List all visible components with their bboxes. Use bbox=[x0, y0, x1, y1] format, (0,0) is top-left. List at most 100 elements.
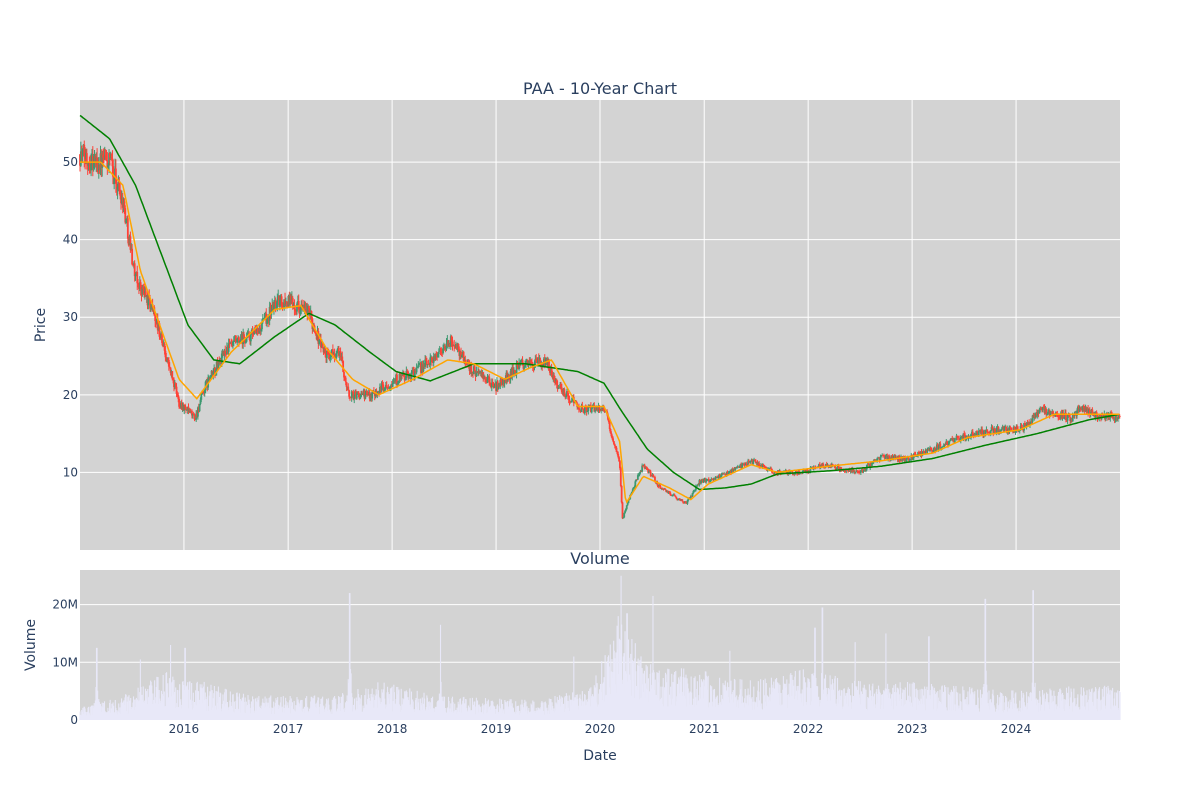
candle-down bbox=[724, 473, 726, 475]
volume-bar bbox=[554, 696, 556, 720]
date-x-tick-label: 2020 bbox=[585, 722, 616, 736]
volume-bar bbox=[880, 694, 882, 720]
candle-up bbox=[695, 485, 698, 487]
volume-bar bbox=[1025, 710, 1027, 720]
volume-bar bbox=[1105, 687, 1107, 720]
volume-bar bbox=[1100, 700, 1102, 720]
volume-bar bbox=[596, 683, 598, 720]
volume-bar bbox=[663, 687, 665, 720]
volume-bar bbox=[1003, 712, 1005, 720]
volume-bar bbox=[501, 713, 503, 720]
candle-down bbox=[647, 468, 650, 473]
volume-bar bbox=[819, 703, 821, 720]
volume-bar bbox=[443, 696, 445, 720]
volume-bar bbox=[502, 710, 504, 720]
volume-bar bbox=[81, 709, 83, 720]
volume-bar bbox=[385, 704, 387, 720]
volume-bar bbox=[524, 711, 526, 720]
volume-bar bbox=[1083, 691, 1085, 720]
volume-bar bbox=[660, 697, 663, 720]
candle-down bbox=[1064, 412, 1067, 420]
volume-bar bbox=[562, 704, 564, 720]
volume-bar bbox=[1035, 699, 1037, 720]
volume-bar bbox=[622, 656, 624, 720]
volume-bar bbox=[167, 697, 169, 720]
candle-down bbox=[114, 168, 117, 184]
volume-bar bbox=[1016, 709, 1019, 720]
volume-bar bbox=[303, 706, 305, 720]
volume-bar bbox=[1089, 695, 1091, 720]
volume-bar bbox=[570, 699, 572, 720]
volume-bar bbox=[1009, 699, 1011, 720]
volume-bar bbox=[713, 688, 716, 720]
volume-bar bbox=[410, 706, 412, 720]
candle-up bbox=[942, 445, 945, 447]
volume-bar bbox=[569, 699, 571, 720]
volume-bar bbox=[590, 698, 593, 720]
volume-bar bbox=[344, 702, 346, 720]
candle-up bbox=[359, 396, 362, 399]
volume-bar bbox=[681, 691, 683, 720]
volume-bar bbox=[97, 700, 99, 720]
volume-bar bbox=[819, 700, 821, 720]
volume-bar bbox=[294, 711, 296, 720]
volume-bar bbox=[600, 683, 602, 720]
volume-bar bbox=[546, 707, 548, 720]
volume-bar bbox=[524, 699, 526, 720]
volume-bar bbox=[1097, 711, 1099, 720]
volume-bar bbox=[1077, 708, 1079, 720]
candle-down bbox=[610, 433, 613, 437]
volume-bar bbox=[801, 702, 803, 720]
candle-down bbox=[174, 384, 177, 387]
candle-down bbox=[176, 393, 179, 396]
volume-bar bbox=[420, 703, 422, 720]
volume-bar bbox=[553, 712, 555, 720]
volume-bar bbox=[572, 692, 574, 720]
volume-bar bbox=[270, 695, 272, 720]
volume-bar bbox=[321, 698, 323, 720]
volume-bar bbox=[749, 680, 751, 720]
candle-down bbox=[669, 492, 672, 495]
volume-bar bbox=[736, 695, 738, 720]
volume-bar bbox=[532, 700, 534, 720]
volume-bar bbox=[547, 710, 549, 720]
candle-up bbox=[413, 371, 416, 377]
volume-bar bbox=[195, 705, 197, 720]
volume-bar bbox=[675, 670, 677, 720]
volume-bar bbox=[650, 684, 652, 720]
volume-bar bbox=[493, 706, 495, 720]
volume-bar bbox=[383, 682, 385, 720]
volume-bar bbox=[704, 671, 706, 720]
volume-bar bbox=[957, 708, 959, 720]
volume-bar bbox=[965, 704, 967, 720]
volume-bar bbox=[531, 704, 533, 720]
volume-bar bbox=[255, 701, 257, 720]
volume-bar bbox=[600, 691, 602, 720]
volume-bar bbox=[1048, 702, 1050, 720]
volume-bar bbox=[406, 691, 408, 720]
volume-bar bbox=[338, 703, 340, 720]
volume-bar bbox=[716, 695, 718, 720]
volume-bar bbox=[94, 706, 96, 720]
volume-bar bbox=[157, 677, 159, 720]
volume-bar bbox=[213, 685, 215, 720]
volume-bar bbox=[289, 696, 291, 720]
price-gridlines bbox=[80, 100, 1120, 550]
volume-bar bbox=[139, 692, 141, 720]
candle-down bbox=[619, 461, 621, 469]
volume-bar bbox=[408, 705, 410, 720]
candle-down bbox=[754, 460, 757, 464]
volume-bar bbox=[262, 698, 264, 720]
candle-down bbox=[460, 351, 462, 358]
volume-bar bbox=[1064, 711, 1066, 720]
volume-bar bbox=[263, 707, 266, 720]
volume-bar bbox=[1094, 693, 1096, 720]
volume-bar bbox=[331, 714, 333, 720]
candle-up bbox=[728, 472, 731, 474]
volume-bar bbox=[623, 653, 625, 720]
volume-bar bbox=[942, 694, 944, 720]
volume-bar bbox=[945, 686, 947, 720]
volume-bar bbox=[664, 672, 667, 720]
volume-bar bbox=[221, 703, 223, 720]
volume-bar bbox=[662, 686, 664, 720]
